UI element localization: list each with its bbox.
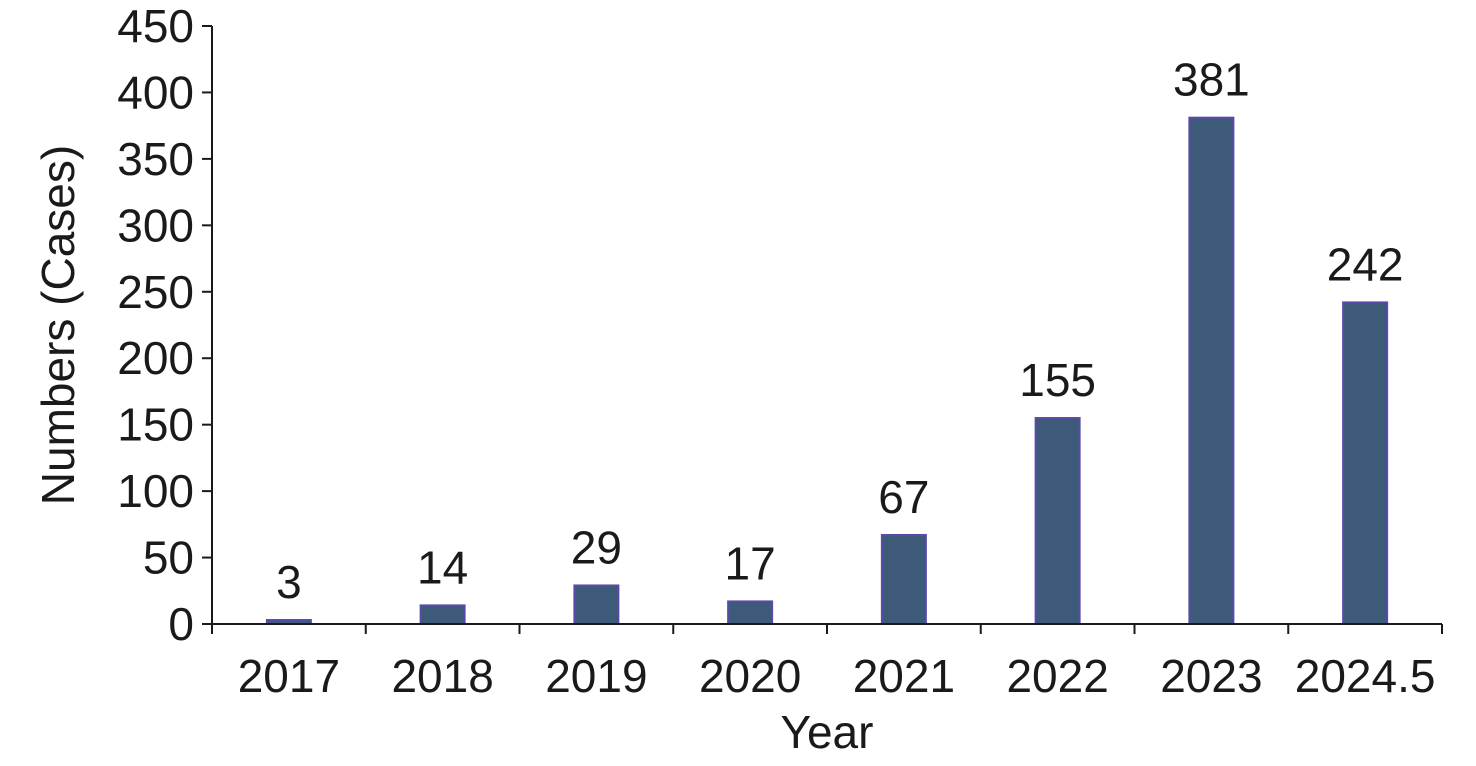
bar-2019 xyxy=(573,584,620,625)
bar-2022 xyxy=(1034,417,1081,625)
y-tick-label: 250 xyxy=(117,266,194,318)
bars xyxy=(265,116,1389,626)
data-label: 29 xyxy=(571,521,622,573)
x-tick-label: 2017 xyxy=(238,650,340,702)
bar-2020 xyxy=(727,600,774,625)
y-tick-label: 0 xyxy=(168,598,194,650)
data-label: 67 xyxy=(878,471,929,523)
data-label: 155 xyxy=(1019,354,1096,406)
x-tick-label: 2018 xyxy=(391,650,493,702)
x-tick-label: 2022 xyxy=(1006,650,1108,702)
x-axis-ticks: 2017 2018 2019 2020 2021 2022 2023 2024.5 xyxy=(211,624,1443,702)
x-axis-title: Year xyxy=(781,706,874,758)
y-tick-label: 100 xyxy=(117,465,194,517)
x-tick-label: 2020 xyxy=(699,650,801,702)
data-labels: 3 14 29 17 67 155 381 242 xyxy=(276,54,1403,608)
x-tick-label: 2024.5 xyxy=(1295,650,1436,702)
bar-2024.5 xyxy=(1342,301,1389,625)
bar-2023 xyxy=(1188,116,1235,626)
y-tick-label: 200 xyxy=(117,332,194,384)
bar-2021 xyxy=(880,533,927,625)
data-label: 381 xyxy=(1173,54,1250,106)
y-tick-label: 150 xyxy=(117,399,194,451)
y-tick-label: 450 xyxy=(117,0,194,52)
x-tick-label: 2019 xyxy=(545,650,647,702)
x-tick-label: 2023 xyxy=(1160,650,1262,702)
data-label: 242 xyxy=(1327,238,1404,290)
data-label: 14 xyxy=(417,541,468,593)
y-tick-label: 350 xyxy=(117,133,194,185)
data-label: 3 xyxy=(276,556,302,608)
y-tick-label: 300 xyxy=(117,199,194,251)
y-axis-ticks: 0 50 100 150 200 250 300 350 400 450 xyxy=(117,0,212,650)
data-label: 17 xyxy=(725,537,776,589)
bar-2018 xyxy=(419,604,466,626)
y-tick-label: 400 xyxy=(117,66,194,118)
y-axis-title: Numbers (Cases) xyxy=(32,145,84,505)
y-tick-label: 50 xyxy=(143,532,194,584)
x-tick-label: 2021 xyxy=(853,650,955,702)
